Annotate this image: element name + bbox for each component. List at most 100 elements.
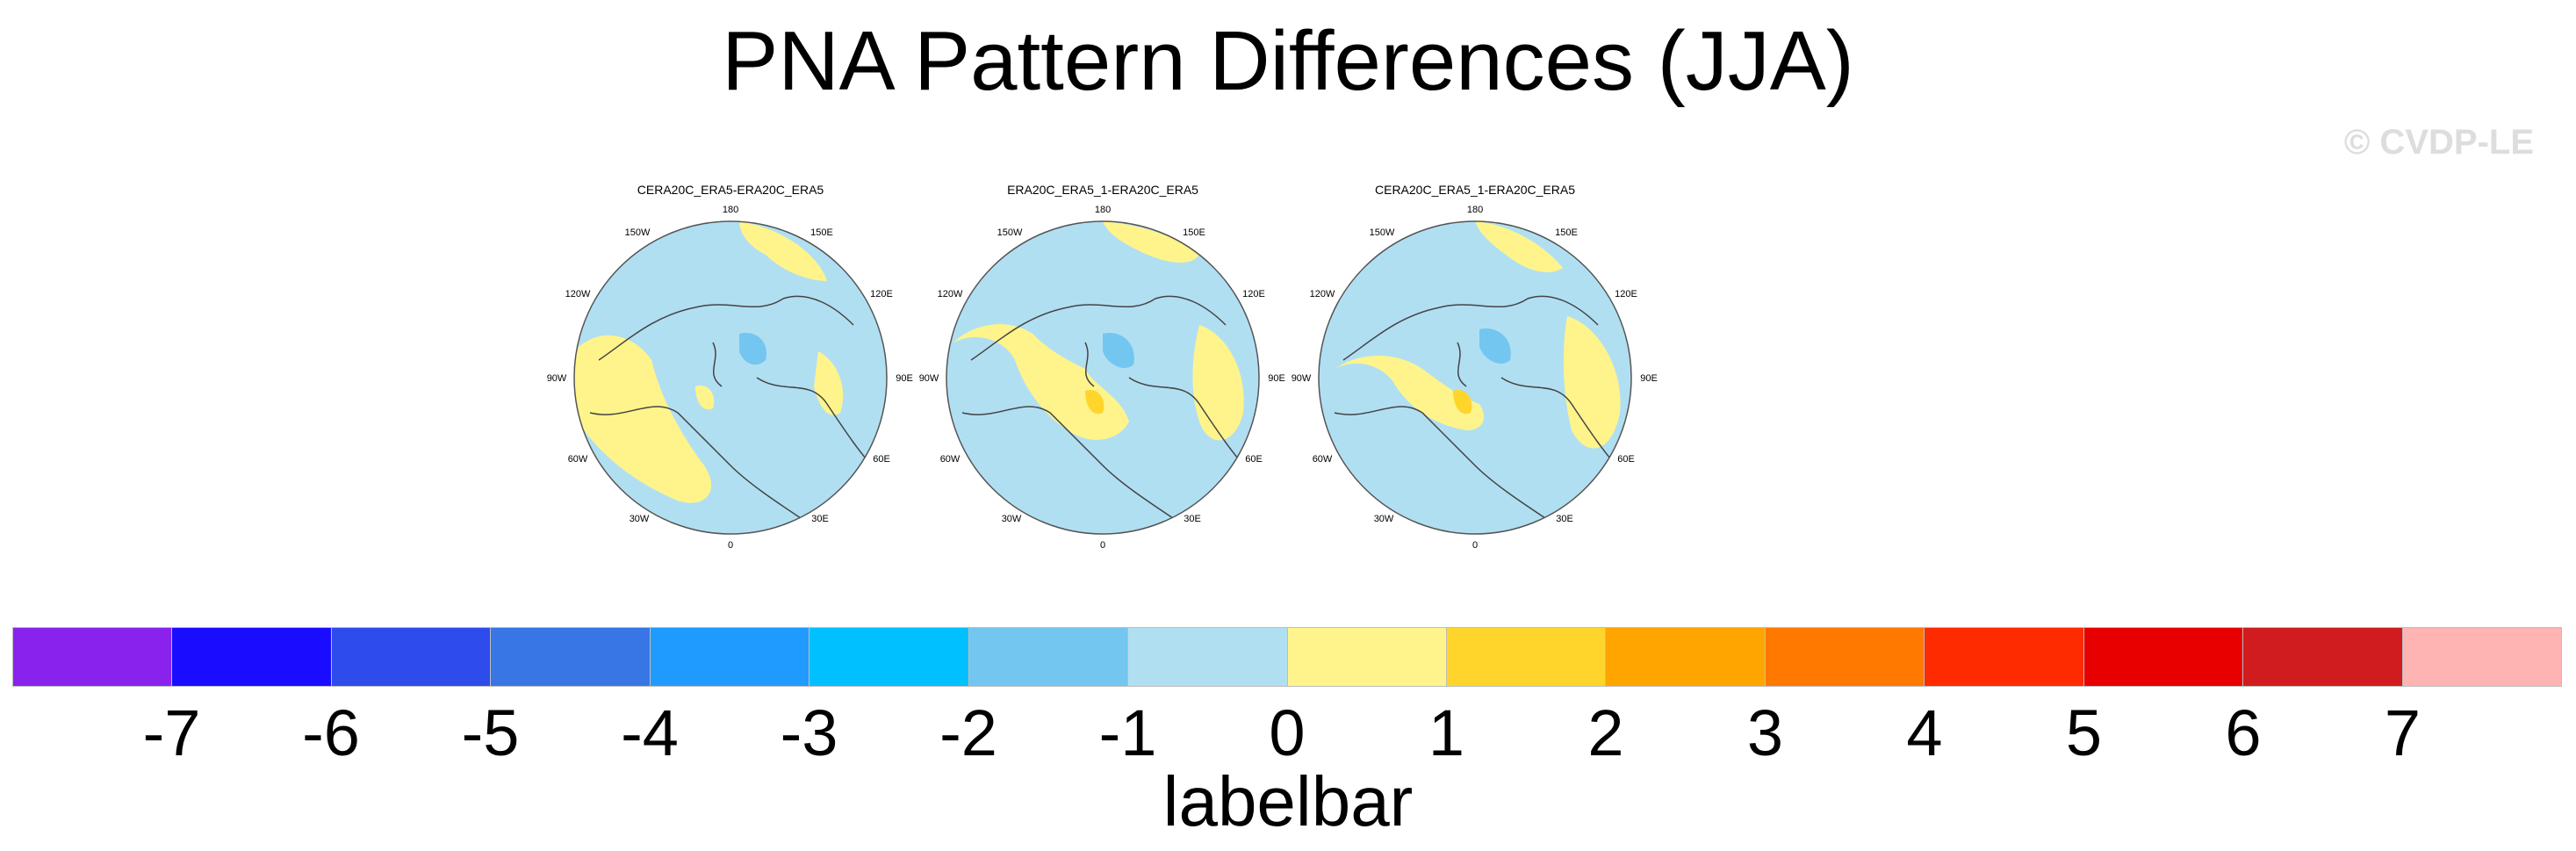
lon-label: 30E — [811, 514, 829, 524]
labelbar-color-box — [968, 628, 1128, 686]
lon-label: 60E — [1617, 454, 1635, 465]
lon-label: 90E — [1268, 373, 1285, 384]
labelbar-title: labelbar — [1162, 762, 1414, 840]
labelbar-color-box — [171, 628, 331, 686]
positive-anomaly-region — [1563, 316, 1621, 449]
lon-label: 30E — [1184, 514, 1201, 524]
lon-label: 60E — [1245, 454, 1263, 465]
positive-anomaly-region — [1335, 356, 1484, 430]
labelbar-tick-label: -5 — [461, 696, 520, 769]
labelbar-tick-label: -3 — [780, 696, 838, 769]
lon-label: 60E — [873, 454, 890, 465]
lon-label: 90W — [1292, 373, 1312, 384]
lon-label: 180 — [1095, 205, 1111, 215]
longitude-labels: 180 150E 120E 90E 60E 30E 0 30W 60W 90W … — [547, 205, 913, 551]
map-panel-1: CERA20C_ERA5-ERA20C_ERA5 180 150E 120E 9… — [547, 183, 913, 551]
labelbar-tick-label: 3 — [1746, 696, 1784, 769]
labelbar-color-box — [649, 628, 809, 686]
lon-label: 120W — [565, 289, 591, 299]
strong-positive-anomaly — [1453, 390, 1472, 415]
labelbar-tick-label: 2 — [1587, 696, 1624, 769]
labelbar-color-box — [330, 628, 491, 686]
coastline — [589, 295, 881, 519]
positive-anomaly-region — [814, 351, 844, 415]
lon-label: 60W — [940, 454, 961, 465]
labelbar-color-box — [13, 628, 172, 686]
labelbar-tick-label: -2 — [939, 696, 997, 769]
lon-label: 90W — [919, 373, 939, 384]
lon-label: 120E — [870, 289, 893, 299]
lon-label: 60W — [1313, 454, 1333, 465]
lon-label: 60W — [568, 454, 588, 465]
negative-anomaly-region — [1479, 328, 1511, 364]
labelbar-tick-label: 7 — [2384, 696, 2421, 769]
labelbar-color-box — [809, 628, 968, 686]
labelbar — [12, 627, 2562, 687]
lon-label: 90W — [547, 373, 567, 384]
positive-anomaly-region — [1192, 325, 1244, 441]
positive-anomaly-region — [953, 324, 1129, 440]
positive-anomaly-region — [1475, 221, 1563, 272]
lon-label: 120E — [1242, 289, 1265, 299]
labelbar-ticks: -7 -6 -5 -4 -3 -2 -1 0 1 2 3 4 5 6 7 — [0, 694, 2576, 773]
labelbar-color-box — [1445, 628, 1606, 686]
labelbar-tick-label: 1 — [1428, 696, 1465, 769]
lon-label: 30E — [1556, 514, 1573, 524]
longitude-labels: 180 150E 120E 90E 60E 30E 0 30W 60W 90W … — [919, 205, 1285, 551]
positive-anomaly-region — [574, 335, 712, 503]
labelbar-color-box — [2083, 628, 2243, 686]
strong-positive-anomaly — [1085, 390, 1105, 415]
lon-label: 150E — [810, 227, 833, 238]
labelbar-color-box — [2401, 628, 2561, 686]
lon-label: 120W — [938, 289, 963, 299]
labelbar-tick-label: -6 — [302, 696, 360, 769]
ocean-disk — [946, 221, 1259, 534]
positive-anomaly-region — [739, 221, 827, 281]
labelbar-tick-label: 0 — [1269, 696, 1306, 769]
copyright-watermark: © CVDP-LE — [2343, 123, 2534, 162]
lon-label: 150W — [625, 227, 651, 238]
lon-label: 150E — [1555, 227, 1578, 238]
labelbar-color-box — [1127, 628, 1287, 686]
labelbar-color-box — [1286, 628, 1446, 686]
labelbar-tick-label: 4 — [1906, 696, 1943, 769]
lon-label: 0 — [1472, 540, 1478, 551]
panel-title: ERA20C_ERA5_1-ERA20C_ERA5 — [1007, 183, 1198, 197]
lon-label: 0 — [1100, 540, 1105, 551]
lon-label: 120W — [1310, 289, 1335, 299]
lon-label: 30W — [1374, 514, 1394, 524]
labelbar-color-box — [490, 628, 650, 686]
labelbar-tick-label: 6 — [2225, 696, 2262, 769]
map-border — [1318, 220, 1632, 535]
map-border — [573, 220, 888, 535]
labelbar-color-box — [1605, 628, 1765, 686]
lon-label: 150E — [1183, 227, 1205, 238]
longitude-labels: 180 150E 120E 90E 60E 30E 0 30W 60W 90W … — [1292, 205, 1658, 551]
panel-title: CERA20C_ERA5_1-ERA20C_ERA5 — [1375, 183, 1575, 197]
labelbar-tick-label: -1 — [1098, 696, 1157, 769]
labelbar-color-box — [2242, 628, 2402, 686]
map-panel-3: CERA20C_ERA5_1-ERA20C_ERA5 180 150E 120E… — [1292, 183, 1658, 551]
coastline — [961, 295, 1253, 519]
labelbar-color-box — [1924, 628, 2083, 686]
lon-label: 30W — [630, 514, 650, 524]
positive-anomaly-region — [695, 386, 715, 410]
negative-anomaly-region — [1103, 333, 1134, 369]
labelbar-color-box — [1764, 628, 1925, 686]
lon-label: 30W — [1002, 514, 1022, 524]
negative-anomaly-region — [739, 333, 766, 365]
lon-label: 180 — [1467, 205, 1483, 215]
labelbar-tick-label: -4 — [621, 696, 679, 769]
coastline — [1334, 295, 1625, 519]
panel-title: CERA20C_ERA5-ERA20C_ERA5 — [637, 183, 824, 197]
lon-label: 120E — [1615, 289, 1637, 299]
lon-label: 150W — [997, 227, 1023, 238]
labelbar-tick-label: -7 — [142, 696, 201, 769]
ocean-disk — [1319, 221, 1631, 534]
lon-label: 90E — [896, 373, 913, 384]
figure-title: PNA Pattern Differences (JJA) — [722, 14, 1854, 108]
positive-anomaly-region — [1103, 221, 1199, 263]
labelbar-tick-label: 5 — [2065, 696, 2103, 769]
lon-label: 180 — [723, 205, 738, 215]
